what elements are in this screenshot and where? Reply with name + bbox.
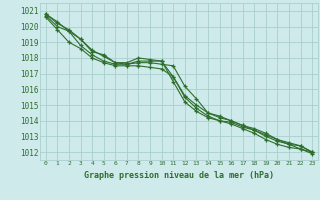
X-axis label: Graphe pression niveau de la mer (hPa): Graphe pression niveau de la mer (hPa) bbox=[84, 171, 274, 180]
